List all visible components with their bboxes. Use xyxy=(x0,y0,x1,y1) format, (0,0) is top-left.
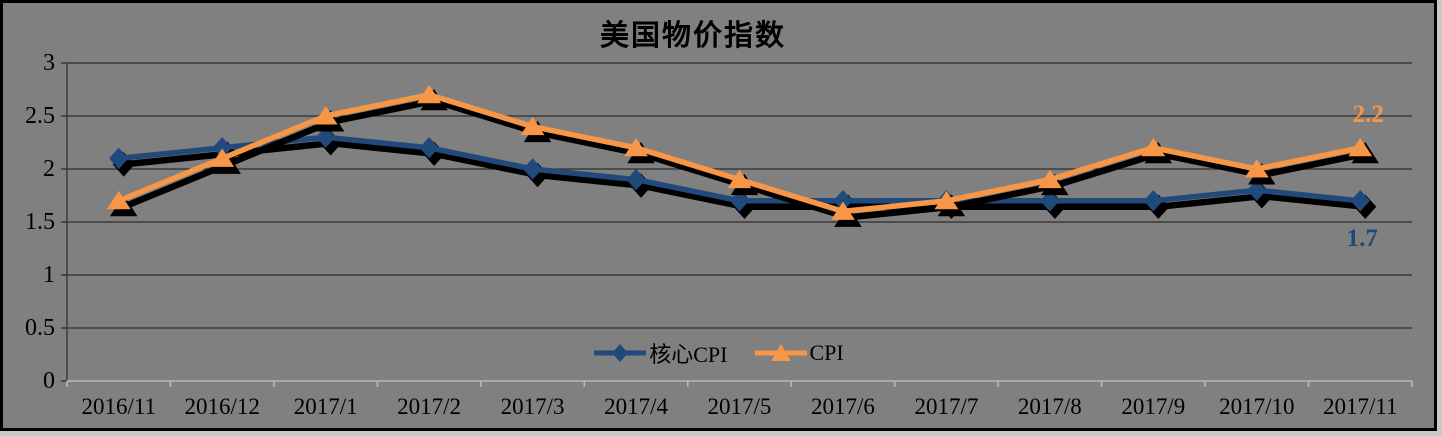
x-axis-label: 2017/7 xyxy=(914,394,979,419)
y-axis-label: 2 xyxy=(43,156,55,182)
chart-title: 美国物价指数 xyxy=(599,20,786,52)
x-axis-label: 2017/4 xyxy=(604,394,668,419)
triangle-marker-icon xyxy=(727,169,752,189)
diamond-marker-icon xyxy=(626,168,646,191)
y-axis-label: 0.5 xyxy=(25,315,55,341)
y-axis-label: 1 xyxy=(43,262,55,288)
x-axis-label: 2017/2 xyxy=(397,394,462,419)
x-axis-label: 2017/8 xyxy=(1017,394,1082,419)
triangle-marker-icon xyxy=(624,137,648,157)
x-axis-label: 2017/9 xyxy=(1121,394,1186,419)
triangle-marker-icon xyxy=(210,148,235,167)
chart-plot: 1.7 2.2 xyxy=(61,62,1413,387)
x-axis-label: 2016/12 xyxy=(184,394,260,419)
x-axis-label: 2017/1 xyxy=(293,394,358,419)
diamond-marker-icon xyxy=(729,190,750,212)
triangle-marker-icon xyxy=(1244,159,1269,178)
diamond-marker-icon xyxy=(1247,179,1267,201)
x-axis-label: 2017/6 xyxy=(811,394,875,419)
series-核心CPI xyxy=(109,126,1370,212)
triangle-marker-icon xyxy=(313,106,338,125)
diamond-marker-icon xyxy=(1143,190,1164,212)
diamond-marker-icon xyxy=(315,126,336,148)
triangle-marker-icon xyxy=(520,116,545,136)
triangle-marker-icon xyxy=(106,190,131,210)
y-axis-label: 3 xyxy=(43,50,55,76)
triangle-marker-icon xyxy=(1348,137,1373,157)
y-axis-label: 2.5 xyxy=(25,103,55,129)
y-axis-label: 1.5 xyxy=(25,209,55,235)
triangle-marker-icon xyxy=(417,84,442,104)
x-axis-label: 2017/11 xyxy=(1322,394,1398,419)
triangle-marker-icon xyxy=(934,190,959,210)
series-CPI xyxy=(106,84,1373,220)
x-axis-label: 2016/11 xyxy=(81,394,156,419)
x-axis-label: 2017/5 xyxy=(707,394,772,419)
diamond-marker-icon xyxy=(522,158,543,180)
diamond-marker-icon xyxy=(109,147,129,170)
diamond-marker-icon xyxy=(1040,190,1060,212)
diamond-marker-icon xyxy=(1350,190,1370,212)
series-end-label: 1.7 xyxy=(1347,225,1378,252)
triangle-marker-icon xyxy=(831,201,855,220)
series-end-label: 2.2 xyxy=(1353,101,1384,128)
diamond-marker-icon xyxy=(419,137,439,159)
triangle-marker-icon xyxy=(1037,169,1062,189)
x-axis-label: 2017/3 xyxy=(500,394,565,419)
triangle-marker-icon xyxy=(1141,137,1166,157)
y-axis-label: 0 xyxy=(43,368,55,394)
x-axis-label: 2017/10 xyxy=(1219,394,1295,419)
